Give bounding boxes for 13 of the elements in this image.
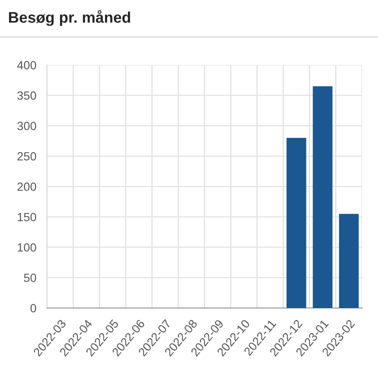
y-tick-label: 400 <box>17 61 36 70</box>
y-tick-label: 200 <box>17 182 36 191</box>
bar <box>312 86 332 308</box>
y-tick-label: 300 <box>17 122 36 130</box>
y-tick-label: 50 <box>24 274 36 282</box>
chart-title: Besøg pr. måned <box>9 10 130 26</box>
y-tick-label: 250 <box>17 152 36 161</box>
y-tick-label: 350 <box>17 91 36 100</box>
y-tick-label: 150 <box>18 212 36 222</box>
y-tick-label: 100 <box>18 243 36 252</box>
bar <box>286 138 306 308</box>
bar <box>339 214 359 308</box>
y-tick-label: 0 <box>30 304 36 312</box>
